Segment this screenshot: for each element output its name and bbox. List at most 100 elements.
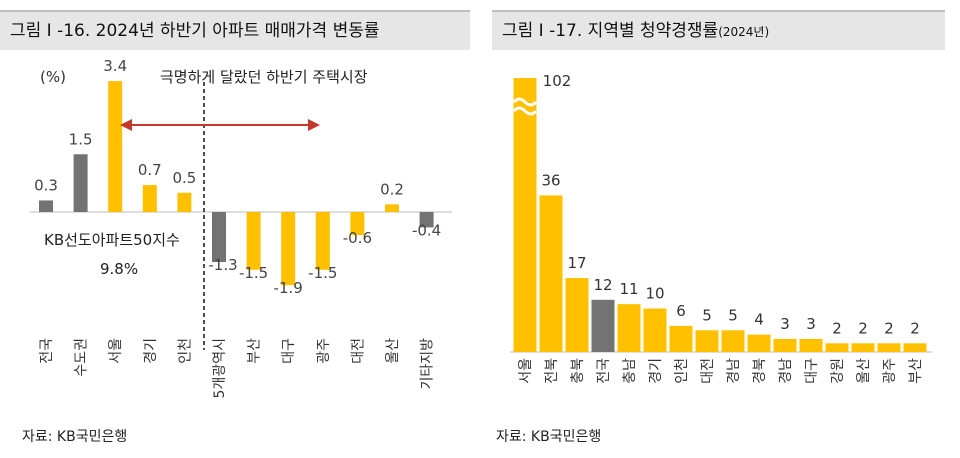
category-label-14: 광주 [882,358,898,384]
category-label-13: 울산 [856,358,872,384]
category-label-10: 경남 [778,358,794,384]
bar-전국 [39,200,53,212]
bar-광주 [315,212,330,270]
category-label-5개광역시: 5개광역시 [212,338,228,398]
value-label-인천: 0.5 [172,169,196,187]
category-label-부산: 부산 [247,338,263,364]
value-label-11: 3 [806,315,816,333]
bar-5개광역시 [212,212,226,263]
left-panel-title-text: 그림 I -16. 2024년 하반기 아파트 매매가격 변동률 [10,21,380,41]
bar-인천 [177,192,192,212]
category-label-1: 전북 [544,358,560,384]
category-label-6: 인천 [674,358,690,384]
right-panel-title-text: 그림 I -17. 지역별 청약경쟁률 [502,21,719,41]
category-label-인천: 인천 [177,338,193,364]
category-label-11: 대구 [804,358,820,384]
bar-경북-9 [747,334,771,352]
bar-대구-11 [799,338,823,352]
value-label-대전: -0.6 [343,229,372,247]
value-label-서울: 3.4 [103,57,127,75]
value-label-6: 6 [676,302,686,320]
bar-경남-10 [773,338,797,352]
value-label-2: 17 [567,254,586,272]
category-label-15: 부산 [908,358,924,384]
bar-울산-13 [851,343,875,352]
bar-강원-12 [825,343,849,352]
value-label-수도권: 1.5 [69,130,93,148]
bar-부산 [246,212,261,270]
category-label-0: 서울 [518,358,534,384]
value-label-5개광역시: -1.3 [208,256,237,274]
bar-서울 [108,81,123,212]
left-source: 자료: KB국민은행 [22,429,128,445]
value-label-7: 5 [702,306,712,324]
value-label-4: 11 [619,280,638,298]
value-label-1: 36 [541,171,560,189]
value-label-대구: -1.9 [274,279,303,297]
value-label-부산: -1.5 [239,264,268,282]
value-label-전국: 0.3 [34,176,58,194]
value-label-13: 2 [858,319,868,337]
value-label-8: 5 [728,306,738,324]
bar-울산 [385,204,399,212]
value-label-기타지방: -0.4 [412,221,441,239]
y-unit-label: (%) [40,68,66,86]
bar-기타지방 [419,212,434,228]
bar-충남-4 [617,304,641,352]
category-label-7: 대전 [700,358,716,384]
change-rate-chart: (%) 0.3 전국 1.5 수도권 3.4 서울 0.7 경기 0.5 인천 -1.3 5개광역시 -1… [30,57,452,398]
category-label-광주: 광주 [316,338,332,364]
value-label-울산: 0.2 [380,180,404,198]
value-label-3: 12 [593,276,612,294]
arrow-head-right [308,119,320,131]
category-label-대구: 대구 [281,338,297,364]
bar-경기-5 [643,308,667,352]
bar-수도권 [73,154,88,212]
competition-rate-chart: 102 서울 36 전북 17 충북 12 전국 11 충남 10 경기 6 인천 5 대전 5 경남 4 경북 3 경남… [510,72,932,384]
axis-break-mark-top [512,97,538,107]
category-label-전국: 전국 [39,338,55,364]
left-panel: 그림 I -16. 2024년 하반기 아파트 매매가격 변동률 (%) 0.3 전… [0,0,470,458]
right-source: 자료: KB국민은행 [496,429,602,445]
category-label-4: 충남 [622,358,638,384]
category-label-12: 강원 [830,358,846,384]
category-label-서울: 서울 [108,338,124,364]
category-label-9: 경북 [752,358,768,384]
value-label-15: 2 [910,319,920,337]
right-panel-title: 그림 I -17. 지역별 청약경쟁률(2024년) [492,10,945,50]
value-label-5: 10 [645,285,664,303]
category-label-기타지방: 기타지방 [420,338,436,390]
bar-서울-0 [513,78,537,352]
category-label-8: 경남 [726,358,742,384]
category-label-5: 경기 [648,358,664,384]
axis-break-mark-bottom [512,106,538,116]
right-panel: 그림 I -17. 지역별 청약경쟁률(2024년) 102 서울 36 전북 17 충북… [492,0,945,458]
bar-부산-15 [903,343,927,352]
category-label-수도권: 수도권 [74,338,90,377]
bar-충북-2 [565,278,589,352]
bar-경남-8 [721,330,745,352]
bar-경기 [142,185,157,212]
bar-전북-1 [539,195,563,352]
value-label-9: 4 [754,311,764,329]
kb-index-value: 9.8% [100,260,138,278]
value-label-광주: -1.5 [308,264,337,282]
arrow-head-left [120,119,132,131]
category-label-3: 전국 [596,358,612,384]
right-panel-title-suffix: (2024년) [718,25,770,39]
bar-대전 [350,212,365,236]
category-label-울산: 울산 [385,338,401,364]
value-label-12: 2 [832,319,842,337]
category-label-대전: 대전 [350,338,366,364]
left-panel-title: 그림 I -16. 2024년 하반기 아파트 매매가격 변동률 [0,10,470,50]
value-label-14: 2 [884,319,894,337]
value-label-10: 3 [780,315,790,333]
kb-index-label: KB선도아파트50지수 [44,231,180,249]
category-label-2: 충북 [570,358,586,384]
arrow-annotation-text: 극명하게 달랐던 하반기 주택시장 [160,68,368,86]
bar-대구 [281,212,296,286]
bar-광주-14 [877,343,901,352]
category-label-경기: 경기 [143,338,159,364]
bar-인천-6 [669,325,693,352]
value-label-0: 102 [543,72,572,90]
